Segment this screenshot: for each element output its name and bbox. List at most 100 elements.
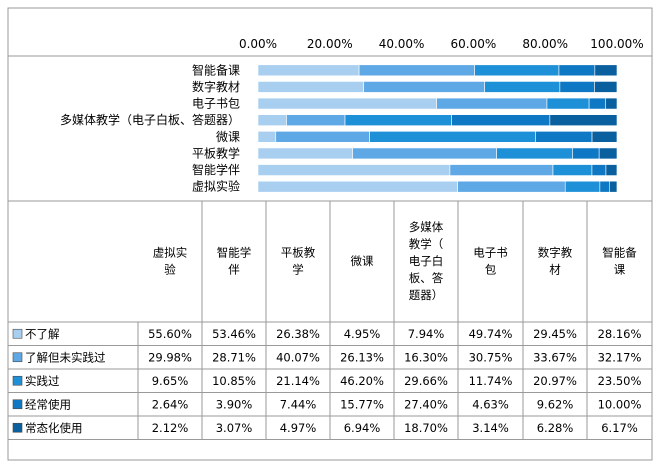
x-tick-label: 80.00%	[522, 37, 568, 51]
bar-segment	[559, 81, 595, 93]
legend-swatch	[12, 375, 23, 386]
x-tick-label: 0.00%	[239, 37, 277, 51]
bar-segment	[496, 147, 573, 160]
table-column-header: 平板教学	[281, 246, 316, 277]
table-row-label: 经常使用	[25, 397, 71, 411]
bar-segment	[535, 131, 593, 143]
bar-segment	[598, 147, 618, 160]
x-tick-label: 40.00%	[379, 37, 425, 51]
bar-segment	[275, 131, 370, 143]
bar-segment	[286, 114, 346, 126]
table-cell-value: 26.38%	[276, 327, 320, 341]
table-cell-value: 30.75%	[469, 350, 513, 364]
bar-segment	[594, 64, 618, 77]
table-column-header: 虚拟实验	[153, 246, 188, 277]
table-column-header: 智能备课	[602, 246, 637, 277]
table-cell-value: 10.85%	[212, 374, 256, 388]
bar-segment	[257, 147, 354, 160]
table-cell-value: 2.12%	[152, 421, 189, 435]
table-cell-value: 3.07%	[216, 421, 253, 435]
bar-segment	[549, 114, 618, 126]
table-cell-value: 53.46%	[212, 327, 256, 341]
table-row-label: 实践过	[25, 374, 60, 388]
category-label: 微课	[216, 130, 240, 144]
x-tick-label: 60.00%	[451, 37, 497, 51]
bar-segment	[591, 131, 618, 143]
table-cell-value: 49.74%	[469, 327, 513, 341]
table-cell-value: 6.94%	[344, 421, 381, 435]
bar-segment	[363, 81, 485, 93]
bar-segment	[257, 114, 287, 126]
legend-swatch	[12, 422, 23, 433]
bar-segment	[257, 81, 365, 93]
table-row-label: 了解但未实践过	[25, 350, 106, 364]
bar-segment	[352, 147, 497, 160]
table-row-label: 不了解	[25, 327, 60, 341]
bar-segment	[594, 81, 618, 93]
table-cell-value: 6.17%	[601, 421, 638, 435]
table-cell-value: 29.66%	[404, 374, 448, 388]
table-cell-value: 6.28%	[537, 421, 574, 435]
bar-segment	[552, 164, 593, 176]
category-label: 多媒体教学（电子白板、答题器）	[60, 112, 240, 127]
table-cell-value: 40.07%	[276, 350, 320, 364]
legend-swatch	[12, 352, 23, 363]
bar-segment	[257, 131, 277, 143]
table-cell-value: 26.13%	[340, 350, 384, 364]
bar-segment	[257, 164, 451, 176]
table-cell-value: 7.44%	[280, 397, 317, 411]
category-label: 虚拟实验	[192, 179, 240, 194]
category-label: 智能学伴	[192, 162, 240, 177]
bar-segment	[572, 147, 600, 160]
table-column-header: 电子书包	[473, 246, 508, 277]
table-cell-value: 28.16%	[598, 327, 642, 341]
bar-segment	[257, 180, 458, 193]
table-column-header: 多媒体教学（电子白板、答题器）	[409, 220, 444, 302]
table-cell-value: 3.14%	[472, 421, 509, 435]
table-cell-value: 33.67%	[533, 350, 577, 364]
bar-segment	[369, 131, 536, 143]
table-cell-value: 23.50%	[598, 374, 642, 388]
bar-segment	[546, 97, 590, 110]
bar-segment	[344, 114, 452, 126]
table-cell-value: 20.97%	[533, 374, 577, 388]
table-cell-value: 16.30%	[404, 350, 448, 364]
bar-segment	[599, 180, 610, 193]
table-cell-value: 18.70%	[404, 421, 448, 435]
table-cell-value: 4.63%	[472, 397, 509, 411]
table-cell-value: 28.71%	[212, 350, 256, 364]
table-cell-value: 2.64%	[152, 397, 189, 411]
table-cell-value: 46.20%	[340, 374, 384, 388]
legend-swatch	[12, 399, 23, 410]
table-column-header: 智能学伴	[217, 246, 252, 277]
bar-segment	[257, 97, 437, 110]
table-cell-value: 9.65%	[152, 374, 189, 388]
table-cell-value: 11.74%	[469, 374, 513, 388]
bar-segment	[358, 64, 475, 77]
table-cell-value: 21.14%	[276, 374, 320, 388]
bar-segment	[564, 180, 601, 193]
table-cell-value: 29.98%	[148, 350, 192, 364]
table-column-header: 数字教材	[538, 246, 573, 277]
bar-segment	[588, 97, 607, 110]
bar-segment	[609, 180, 618, 193]
table-column-header: 微课	[351, 254, 374, 268]
table-cell-value: 9.62%	[537, 397, 574, 411]
category-label: 智能备课	[192, 62, 240, 77]
category-label: 电子书包	[192, 97, 240, 111]
table-cell-value: 32.17%	[598, 350, 642, 364]
bar-segment	[605, 97, 618, 110]
legend-swatch	[12, 328, 23, 339]
table-cell-value: 10.00%	[598, 397, 642, 411]
bar-segment	[474, 64, 560, 77]
x-tick-label: 100.00%	[590, 37, 643, 51]
bar-segment	[484, 81, 561, 93]
bar-segment	[451, 114, 551, 126]
table-cell-value: 55.60%	[148, 327, 192, 341]
table-cell-value: 3.90%	[216, 397, 253, 411]
bar-segment	[449, 164, 554, 176]
table-cell-value: 15.77%	[340, 397, 384, 411]
table-cell-value: 27.40%	[404, 397, 448, 411]
bar-segment	[605, 164, 618, 176]
